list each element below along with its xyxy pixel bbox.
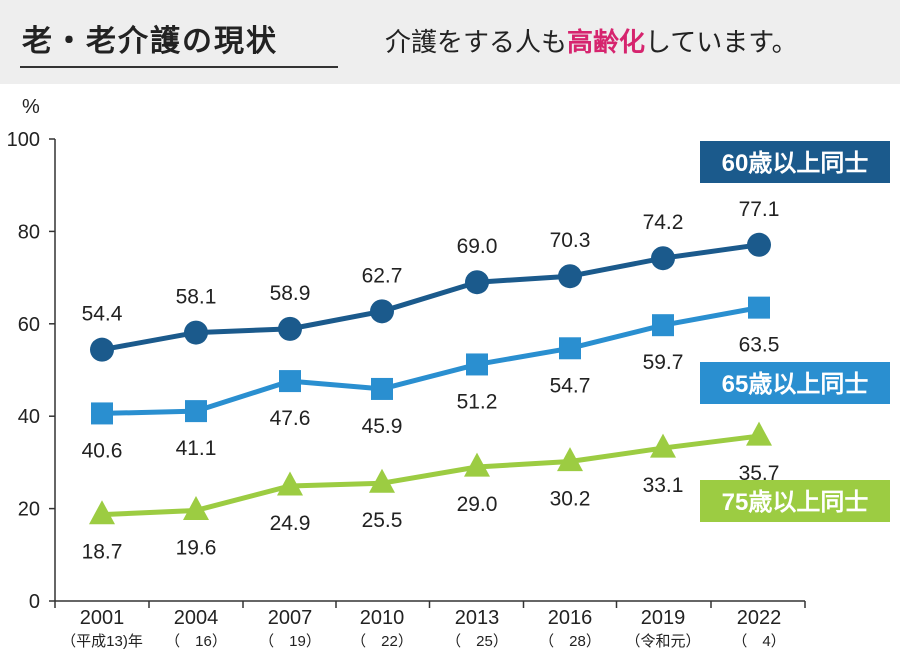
data-point <box>557 447 583 472</box>
x-tick-label: 2022 <box>737 607 782 629</box>
x-tick-sublabel: （ 22） <box>351 633 413 650</box>
data-point <box>464 452 490 477</box>
data-label: 24.9 <box>270 512 311 535</box>
title-underline <box>20 66 338 68</box>
subtitle-highlight: 高齢化 <box>567 28 646 58</box>
x-tick-label: 2013 <box>455 607 500 629</box>
legend-box-1 <box>700 141 890 183</box>
data-label: 58.9 <box>270 282 311 305</box>
data-point <box>371 377 393 400</box>
data-point <box>558 264 582 289</box>
series-line-3 <box>101 433 760 518</box>
legend-box-2 <box>700 362 890 404</box>
data-label: 54.4 <box>82 303 123 326</box>
x-tick-sublabel: （ 19） <box>259 633 321 650</box>
x-tick-sublabel: （ 25） <box>446 633 508 650</box>
data-label: 29.0 <box>457 493 498 516</box>
data-label: 70.3 <box>550 229 591 252</box>
data-point <box>277 471 303 496</box>
data-point <box>465 270 489 295</box>
legend-label: 75歳以上同士 <box>722 488 869 516</box>
data-label: 74.2 <box>643 211 684 234</box>
data-label: 62.7 <box>362 264 403 287</box>
data-label: 47.6 <box>270 407 311 430</box>
y-axis-unit-label: % <box>22 96 40 118</box>
y-tick-label: 20 <box>18 499 40 521</box>
series-line-1 <box>101 242 760 353</box>
y-tick-label: 100 <box>7 129 40 151</box>
data-label: 69.0 <box>457 235 498 258</box>
x-tick-label: 2001 <box>80 607 125 629</box>
data-label: 58.1 <box>176 286 217 309</box>
data-label: 19.6 <box>176 536 217 559</box>
x-tick-sublabel: （平成13)年 <box>61 633 143 650</box>
data-point <box>466 353 488 376</box>
x-tick-sublabel: （ 28） <box>539 633 601 650</box>
data-label: 45.9 <box>362 415 403 438</box>
subtitle-after: しています。 <box>645 28 798 58</box>
data-point <box>279 370 301 393</box>
data-point <box>278 316 302 341</box>
data-point <box>652 314 674 337</box>
data-label: 40.6 <box>82 439 123 462</box>
x-tick-label: 2004 <box>174 607 219 629</box>
data-point <box>650 433 676 458</box>
data-point <box>651 246 675 271</box>
data-point <box>370 299 394 324</box>
y-tick-label: 60 <box>18 314 40 336</box>
data-label: 59.7 <box>643 351 684 374</box>
legend-label: 65歳以上同士 <box>722 370 869 398</box>
x-tick-label: 2019 <box>641 607 686 629</box>
data-point <box>89 500 115 525</box>
data-point <box>91 402 113 425</box>
x-tick-label: 2007 <box>268 607 313 629</box>
x-tick-sublabel: （令和元） <box>625 633 700 650</box>
data-point <box>184 320 208 345</box>
data-label: 63.5 <box>739 334 780 357</box>
data-point <box>746 421 772 446</box>
data-point <box>369 468 395 493</box>
data-label: 30.2 <box>550 487 591 510</box>
data-point <box>747 232 771 257</box>
y-tick-label: 40 <box>18 406 40 428</box>
x-tick-label: 2016 <box>548 607 593 629</box>
data-label: 51.2 <box>457 390 498 413</box>
data-point <box>748 296 770 319</box>
x-tick-sublabel: （ 4） <box>732 633 785 650</box>
data-point <box>559 337 581 360</box>
legend-label: 60歳以上同士 <box>722 149 869 177</box>
data-label: 18.7 <box>82 541 123 564</box>
header: 老・老介護の現状 介護をする人も高齢化しています。 <box>0 0 900 84</box>
x-tick-label: 2010 <box>360 607 405 629</box>
data-point <box>185 400 207 423</box>
data-label: 41.1 <box>176 437 217 460</box>
x-tick-sublabel: （ 16） <box>165 633 227 650</box>
data-label: 35.7 <box>739 462 780 485</box>
data-label: 54.7 <box>550 374 591 397</box>
data-label: 33.1 <box>643 474 684 497</box>
legend-box-3 <box>700 480 890 522</box>
data-label: 25.5 <box>362 509 403 532</box>
series-line-2 <box>101 305 760 416</box>
data-point <box>183 496 209 521</box>
subtitle-before: 介護をする人も <box>385 28 568 58</box>
y-tick-label: 0 <box>29 591 40 613</box>
y-tick-label: 80 <box>18 221 40 243</box>
page-subtitle: 介護をする人も高齢化しています。 <box>385 22 798 59</box>
data-point <box>90 337 114 362</box>
data-label: 77.1 <box>739 198 780 221</box>
page-title: 老・老介護の現状 <box>22 24 278 59</box>
